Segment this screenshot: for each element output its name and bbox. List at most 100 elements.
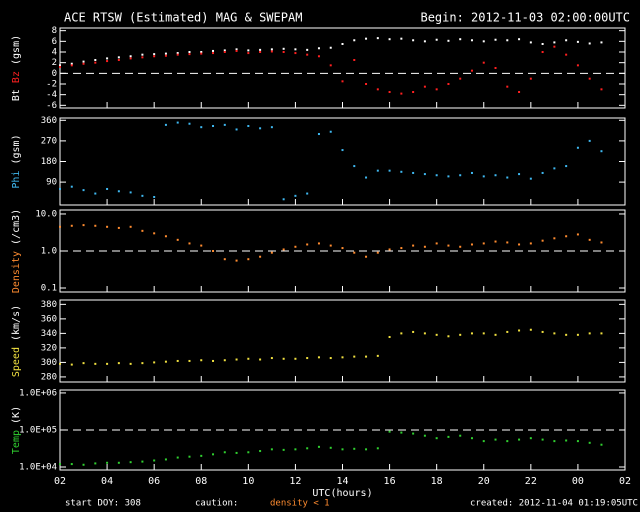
data-point bbox=[141, 194, 144, 197]
data-point bbox=[412, 39, 415, 42]
data-point bbox=[518, 329, 521, 332]
data-point bbox=[282, 357, 285, 360]
data-point bbox=[70, 62, 73, 65]
data-point bbox=[247, 49, 250, 52]
y-tick-label: 8 bbox=[52, 26, 57, 36]
panel-frame bbox=[59, 117, 626, 206]
data-point bbox=[188, 122, 191, 125]
data-point bbox=[270, 448, 273, 451]
data-point bbox=[494, 333, 497, 336]
data-point bbox=[259, 358, 262, 361]
data-point bbox=[423, 40, 426, 43]
data-point bbox=[600, 150, 603, 153]
data-point bbox=[541, 239, 544, 242]
data-point bbox=[129, 55, 132, 58]
x-tick-label: 02 bbox=[619, 476, 631, 487]
data-point bbox=[388, 430, 391, 433]
data-point bbox=[82, 189, 85, 192]
created-time: created: 2012-11-04 01:19:05UTC bbox=[470, 499, 638, 509]
data-point bbox=[400, 247, 403, 250]
data-point bbox=[365, 83, 368, 85]
data-point bbox=[200, 52, 203, 55]
x-tick-label: 18 bbox=[431, 476, 443, 487]
y-axis-label: Speed (km/s) bbox=[11, 305, 22, 377]
data-point bbox=[494, 67, 497, 69]
data-point bbox=[470, 39, 473, 42]
y-tick-label: 0.1 bbox=[41, 284, 57, 294]
data-point bbox=[117, 190, 120, 193]
data-point bbox=[247, 52, 250, 55]
data-point bbox=[153, 55, 156, 58]
data-point bbox=[400, 92, 403, 95]
x-tick-label: 06 bbox=[148, 476, 160, 487]
data-point bbox=[376, 251, 379, 254]
data-point bbox=[435, 242, 438, 245]
data-point bbox=[235, 128, 238, 131]
data-point bbox=[294, 194, 297, 197]
x-tick-label: 12 bbox=[289, 476, 301, 487]
data-point bbox=[282, 248, 285, 251]
data-point bbox=[59, 65, 61, 68]
data-point bbox=[164, 458, 167, 461]
data-point bbox=[223, 359, 226, 362]
x-tick-label: 08 bbox=[195, 476, 207, 487]
data-point bbox=[459, 77, 462, 80]
data-point bbox=[270, 251, 273, 254]
data-point bbox=[94, 462, 97, 465]
data-point bbox=[212, 249, 215, 252]
y-tick-label: 300 bbox=[41, 358, 57, 368]
data-point bbox=[435, 437, 438, 440]
data-point bbox=[423, 434, 426, 437]
y-tick-label: 0 bbox=[52, 69, 57, 79]
data-point bbox=[506, 330, 509, 333]
data-point bbox=[541, 51, 544, 53]
data-point bbox=[294, 448, 297, 451]
data-point bbox=[317, 356, 320, 359]
data-point bbox=[529, 437, 532, 440]
caution-note: density < 1 bbox=[270, 499, 330, 509]
data-point bbox=[365, 255, 368, 258]
data-point bbox=[494, 240, 497, 243]
data-point bbox=[164, 54, 167, 57]
data-point bbox=[588, 441, 591, 444]
y-unit: (/cm3) bbox=[11, 209, 22, 245]
data-point bbox=[518, 438, 521, 441]
data-point bbox=[459, 245, 462, 248]
data-point bbox=[506, 85, 509, 88]
data-point bbox=[329, 46, 332, 49]
data-point bbox=[506, 39, 509, 42]
data-point bbox=[388, 169, 391, 172]
data-point bbox=[59, 187, 61, 190]
data-point bbox=[435, 38, 438, 41]
data-point bbox=[341, 356, 344, 359]
data-point bbox=[588, 42, 591, 45]
data-point bbox=[353, 447, 356, 450]
data-point bbox=[117, 59, 120, 61]
data-point bbox=[164, 123, 167, 126]
data-point bbox=[541, 43, 544, 45]
y-tick-label: 340 bbox=[41, 329, 57, 339]
data-point bbox=[223, 49, 226, 52]
data-point bbox=[176, 359, 179, 362]
data-point bbox=[494, 438, 497, 441]
y-tick-label: 360 bbox=[41, 314, 57, 324]
data-point bbox=[117, 56, 120, 59]
x-tick-label: 16 bbox=[384, 476, 396, 487]
data-point bbox=[565, 39, 568, 42]
caution-label: caution: bbox=[195, 499, 238, 509]
data-point bbox=[270, 50, 273, 53]
data-point bbox=[576, 233, 579, 236]
data-point bbox=[200, 454, 203, 457]
data-point bbox=[565, 439, 568, 442]
data-point bbox=[317, 242, 320, 245]
data-point bbox=[259, 127, 262, 130]
data-point bbox=[482, 332, 485, 335]
data-point bbox=[576, 40, 579, 43]
data-point bbox=[376, 88, 379, 91]
data-point bbox=[576, 333, 579, 336]
data-point bbox=[188, 51, 191, 53]
data-point bbox=[70, 224, 73, 227]
y-tick-label: 4 bbox=[52, 48, 57, 58]
data-point bbox=[470, 171, 473, 174]
data-point bbox=[141, 460, 144, 463]
